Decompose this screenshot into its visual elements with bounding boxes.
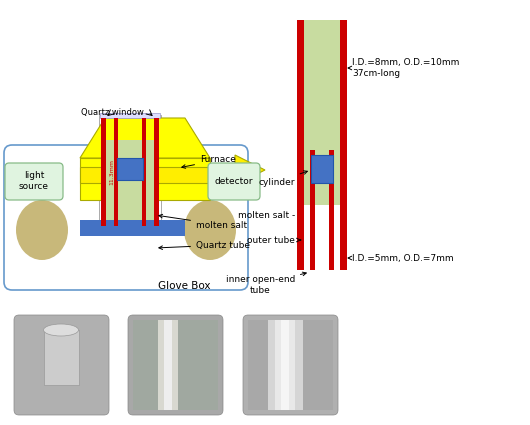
FancyBboxPatch shape <box>329 150 334 270</box>
FancyBboxPatch shape <box>4 145 248 290</box>
FancyBboxPatch shape <box>164 320 172 410</box>
Text: Furnace: Furnace <box>182 156 236 168</box>
FancyBboxPatch shape <box>99 115 161 225</box>
Text: molten salt: molten salt <box>159 214 247 230</box>
Polygon shape <box>80 118 210 158</box>
FancyBboxPatch shape <box>310 150 315 270</box>
FancyBboxPatch shape <box>275 320 295 410</box>
Text: Quartz tube: Quartz tube <box>159 241 250 249</box>
FancyBboxPatch shape <box>311 155 333 183</box>
Text: molten salt -: molten salt - <box>238 210 295 219</box>
Text: 11.3mm: 11.3mm <box>110 159 114 185</box>
FancyBboxPatch shape <box>281 320 289 410</box>
FancyBboxPatch shape <box>80 158 210 200</box>
FancyBboxPatch shape <box>106 140 154 220</box>
Text: I.D.=5mm, O.D.=7mm: I.D.=5mm, O.D.=7mm <box>348 253 454 263</box>
FancyBboxPatch shape <box>248 320 333 410</box>
Text: cylinder: cylinder <box>259 171 307 187</box>
Ellipse shape <box>16 200 68 260</box>
Ellipse shape <box>43 324 78 336</box>
FancyBboxPatch shape <box>158 320 178 410</box>
Text: light
source: light source <box>19 171 49 191</box>
Polygon shape <box>235 155 265 185</box>
FancyBboxPatch shape <box>5 163 63 200</box>
FancyBboxPatch shape <box>304 20 347 205</box>
Text: I.D.=8mm, O.D.=10mm
37cm-long: I.D.=8mm, O.D.=10mm 37cm-long <box>348 58 460 78</box>
FancyBboxPatch shape <box>142 118 146 226</box>
FancyBboxPatch shape <box>128 315 223 415</box>
FancyBboxPatch shape <box>117 158 143 180</box>
Text: outer tube: outer tube <box>247 235 301 244</box>
FancyBboxPatch shape <box>268 320 303 410</box>
FancyBboxPatch shape <box>114 118 118 226</box>
FancyBboxPatch shape <box>297 20 304 270</box>
Text: inner open-end
tube: inner open-end tube <box>226 272 306 295</box>
FancyBboxPatch shape <box>340 20 347 270</box>
FancyBboxPatch shape <box>100 113 160 118</box>
FancyBboxPatch shape <box>208 163 260 200</box>
Text: Glove Box: Glove Box <box>157 281 210 291</box>
FancyBboxPatch shape <box>44 330 79 385</box>
FancyBboxPatch shape <box>243 315 338 415</box>
Ellipse shape <box>184 200 236 260</box>
FancyBboxPatch shape <box>80 220 185 236</box>
FancyBboxPatch shape <box>154 118 159 226</box>
FancyBboxPatch shape <box>101 118 106 226</box>
FancyBboxPatch shape <box>133 320 218 410</box>
Text: Quartz window: Quartz window <box>81 108 144 117</box>
FancyBboxPatch shape <box>14 315 109 415</box>
Text: detector: detector <box>215 176 253 185</box>
FancyBboxPatch shape <box>80 167 235 183</box>
